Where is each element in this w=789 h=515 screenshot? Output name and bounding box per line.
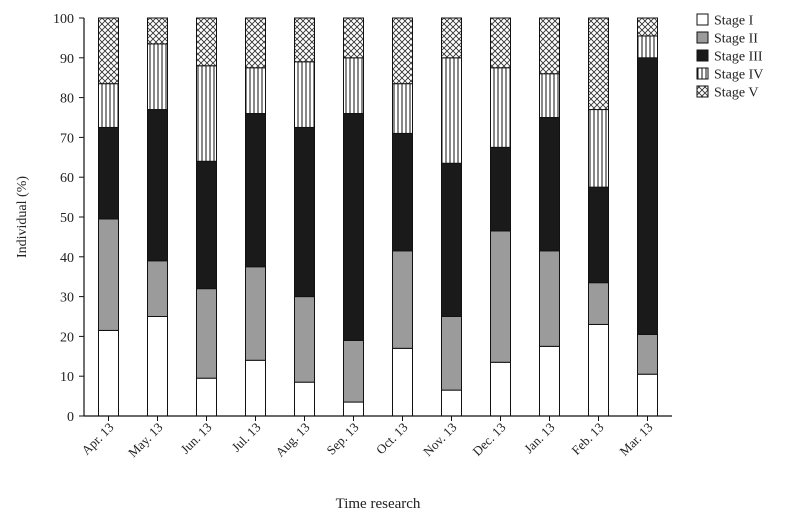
bar-segment-stage-iv-10	[539, 73, 560, 118]
bar-segment-stage-v-6	[343, 17, 364, 59]
bar-segment-stage-iv-4	[245, 67, 266, 115]
y-tick-label: 50	[60, 211, 74, 226]
bar-segment-stage-ii-5	[294, 296, 315, 383]
x-tick-label: Feb. 13	[568, 420, 606, 458]
bar-segment-stage-i-12	[637, 373, 658, 417]
bar-segment-stage-iv-8	[441, 57, 462, 164]
bar-segment-stage-iii-5	[294, 126, 315, 298]
y-tick-label: 10	[60, 370, 74, 385]
bar-segment-stage-iii-8	[441, 162, 462, 317]
y-tick-label: 100	[53, 12, 74, 27]
x-tick-label: Jan. 13	[521, 420, 558, 457]
bar-segment-stage-iv-5	[294, 61, 315, 128]
bar-segment-stage-i-2	[147, 316, 168, 417]
bar-segment-stage-i-9	[490, 361, 511, 417]
legend-swatch-stage-i	[696, 13, 709, 26]
bar-segment-stage-iii-3	[196, 160, 217, 290]
bar-segment-stage-i-5	[294, 381, 315, 417]
x-tick-label: Oct. 13	[373, 420, 411, 458]
bar-segment-stage-v-7	[392, 17, 413, 85]
x-tick-label: Sep. 13	[323, 420, 361, 458]
y-tick-label: 20	[60, 330, 74, 345]
bar-segment-stage-i-1	[98, 329, 119, 417]
bar-segment-stage-v-1	[98, 17, 119, 85]
bar-segment-stage-i-8	[441, 389, 462, 417]
y-tick-label: 60	[60, 171, 74, 186]
bar-segment-stage-v-10	[539, 17, 560, 75]
legend-swatch-stage-iv	[696, 67, 709, 80]
bar-segment-stage-iii-1	[98, 126, 119, 220]
bar-segment-stage-i-4	[245, 359, 266, 417]
bar-segment-stage-ii-10	[539, 250, 560, 347]
legend-label-stage-ii: Stage II	[714, 32, 758, 47]
x-axis-label: Time research	[336, 496, 421, 512]
legend-swatch-stage-iii	[696, 49, 709, 62]
bar-segment-stage-v-2	[147, 17, 168, 45]
bar-segment-stage-v-3	[196, 17, 217, 67]
bar-segment-stage-iii-11	[588, 186, 609, 284]
bar-segment-stage-iv-9	[490, 67, 511, 148]
bar-segment-stage-iii-4	[245, 113, 266, 268]
legend-swatch-stage-v	[696, 85, 709, 98]
bar-segment-stage-ii-11	[588, 282, 609, 325]
bar-segment-stage-ii-9	[490, 230, 511, 363]
bar-segment-stage-i-11	[588, 323, 609, 417]
legend-label-stage-iii: Stage III	[714, 50, 763, 65]
bar-segment-stage-ii-3	[196, 288, 217, 379]
bar-segment-stage-ii-12	[637, 333, 658, 375]
bar-segment-stage-iv-3	[196, 65, 217, 162]
bar-segment-stage-ii-1	[98, 218, 119, 331]
bar-segment-stage-ii-8	[441, 316, 462, 391]
legend-swatch-stage-ii	[696, 31, 709, 44]
bar-segment-stage-ii-6	[343, 339, 364, 403]
bar-segment-stage-iv-2	[147, 43, 168, 111]
bar-segment-stage-i-6	[343, 401, 364, 417]
y-tick-label: 90	[60, 52, 74, 67]
bar-segment-stage-iii-6	[343, 113, 364, 341]
x-tick-label: Nov. 13	[420, 420, 460, 460]
bar-segment-stage-iv-6	[343, 57, 364, 115]
x-tick-label: Jul. 13	[228, 420, 263, 455]
bar-segment-stage-iii-9	[490, 146, 511, 232]
legend-label-stage-i: Stage I	[714, 14, 754, 29]
bar-segment-stage-v-8	[441, 17, 462, 59]
bar-segment-stage-iv-11	[588, 109, 609, 188]
bar-segment-stage-iii-2	[147, 109, 168, 262]
bar-segment-stage-iii-12	[637, 57, 658, 335]
bar-segment-stage-ii-4	[245, 266, 266, 361]
bar-segment-stage-ii-7	[392, 250, 413, 349]
x-tick-label: May. 13	[125, 420, 166, 461]
bar-segment-stage-i-10	[539, 345, 560, 417]
bar-segment-stage-iv-1	[98, 83, 119, 128]
y-tick-label: 40	[60, 251, 74, 266]
x-tick-label: Dec. 13	[469, 420, 508, 459]
bar-segment-stage-i-7	[392, 347, 413, 417]
y-tick-label: 0	[67, 410, 74, 425]
bar-segment-stage-ii-2	[147, 260, 168, 317]
y-axis-label: Individual (%)	[15, 176, 30, 258]
bar-segment-stage-v-5	[294, 17, 315, 63]
bar-segment-stage-iii-10	[539, 117, 560, 252]
bar-segment-stage-i-3	[196, 377, 217, 417]
bar-segment-stage-v-9	[490, 17, 511, 69]
x-tick-label: Aug. 13	[272, 420, 312, 460]
y-tick-label: 80	[60, 92, 74, 107]
legend-label-stage-v: Stage V	[714, 86, 758, 101]
x-tick-label: Jun. 13	[177, 420, 214, 457]
bar-segment-stage-iv-7	[392, 83, 413, 134]
bar-segment-stage-v-4	[245, 17, 266, 69]
y-tick-label: 70	[60, 131, 74, 146]
bar-segment-stage-v-11	[588, 17, 609, 111]
bar-segment-stage-iv-12	[637, 35, 658, 59]
x-tick-label: Apr. 13	[78, 420, 116, 458]
bar-segment-stage-v-12	[637, 17, 658, 37]
bar-segment-stage-iii-7	[392, 132, 413, 252]
legend-label-stage-iv: Stage IV	[714, 68, 763, 83]
y-tick-label: 30	[60, 291, 74, 306]
x-tick-label: Mar. 13	[616, 420, 655, 459]
